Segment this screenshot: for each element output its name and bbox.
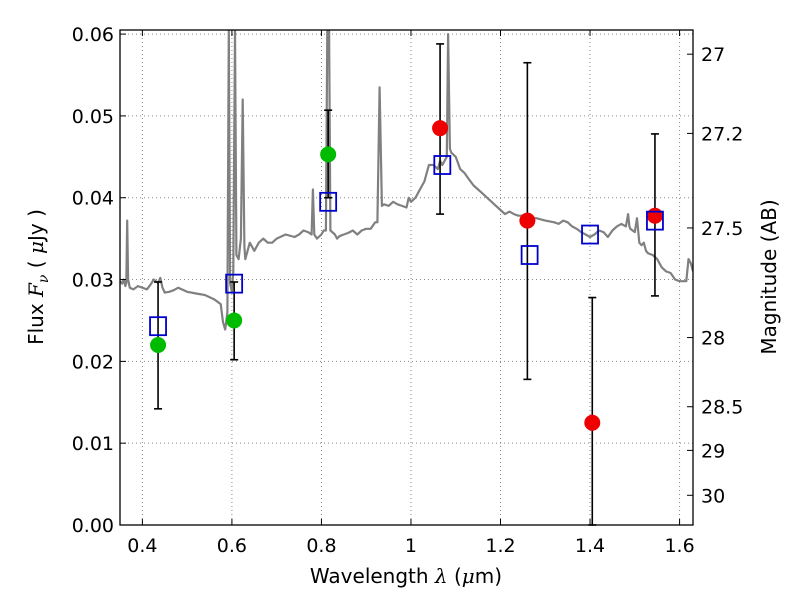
observed-point-green	[150, 337, 167, 353]
x-tick-label: 1.4	[575, 535, 605, 557]
sed-model-line	[120, 30, 693, 331]
sed-line-layer	[120, 30, 693, 331]
observed-point-red	[646, 207, 663, 224]
y-tick-label: 0.05	[72, 106, 114, 128]
y-tick-label: 0.06	[72, 24, 114, 46]
tick-layer: 0.4 0.6 0.8 1 1.2 1.4 1.6 0.00 0.01 0.02 0.03 0.04 0…	[72, 24, 744, 557]
y2-tick-label: 27.5	[701, 218, 743, 240]
y2-tick-label: 27.2	[701, 123, 743, 145]
observed-point-red	[584, 414, 601, 431]
x-axis-label: Wavelength λ (μm)	[310, 564, 502, 588]
y-tick-label: 0.01	[72, 433, 114, 455]
grid	[120, 30, 693, 526]
y-tick-label: 0.03	[72, 270, 114, 292]
model-photometry-square	[149, 316, 167, 337]
x-tick-label: 1.2	[485, 535, 515, 557]
x-tick-label: 1.6	[664, 535, 694, 557]
x-tick-label: 0.8	[306, 535, 336, 557]
observed-point-green	[320, 146, 337, 163]
y-tick-label: 0.04	[72, 188, 114, 210]
y-tick-label: 0.02	[72, 351, 114, 373]
observed-point-red	[432, 120, 449, 137]
x-tick-label: 0.6	[217, 535, 247, 557]
y2-tick-label: 28.5	[701, 397, 743, 419]
model-photometry-square	[520, 245, 539, 265]
model-photometry-square	[225, 273, 244, 294]
model-photometry-square	[319, 191, 338, 212]
model-photometry-square	[646, 210, 664, 231]
marker-layer	[149, 120, 664, 431]
x-tick-label: 1	[405, 535, 417, 557]
y2-tick-label: 29	[701, 440, 725, 462]
x-tick-label: 0.4	[127, 535, 157, 557]
observed-point-green	[226, 312, 243, 329]
y2-axis-label: Magnitude (AB)	[757, 199, 781, 354]
y-tick-label: 0.00	[72, 515, 114, 537]
y2-tick-label: 27	[701, 44, 725, 66]
y-axis-label: Flux Fν ( μJy )	[24, 209, 52, 345]
model-photometry-square	[581, 224, 599, 245]
y2-tick-label: 28	[701, 328, 725, 350]
observed-point-red	[519, 212, 536, 229]
plot-frame	[119, 29, 694, 526]
y2-tick-label: 30	[701, 485, 725, 507]
model-photometry-square	[433, 155, 452, 175]
